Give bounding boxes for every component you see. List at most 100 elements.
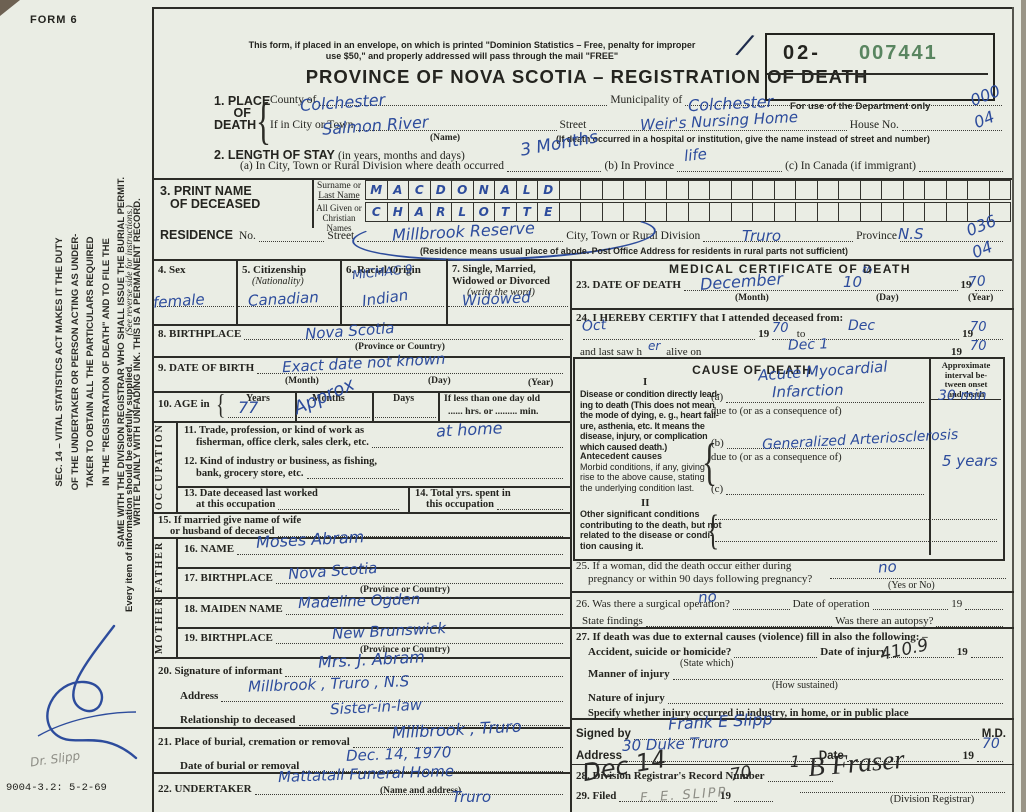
letter-cell — [925, 203, 947, 221]
street-subcaption: (If death occurred in a hospital or inst… — [556, 134, 930, 144]
interval-h2: interval be- — [944, 369, 988, 380]
letter-cell — [818, 181, 839, 199]
surname-cap2: Last Name — [318, 191, 360, 201]
brace: { — [701, 434, 717, 491]
dob-sub-day: (Day) — [428, 376, 451, 386]
residence-label: RESIDENCE — [160, 228, 233, 242]
residence-no-label: No. — [238, 230, 256, 242]
stay-b-label: (b) In Province — [604, 160, 675, 172]
every-item-note: Every item of information should be care… — [124, 363, 135, 612]
letter-cell — [925, 181, 947, 199]
letter-cell — [581, 181, 603, 199]
letter-cell — [968, 181, 990, 199]
age-less-label: If less than one day old — [444, 393, 541, 404]
letter-cell — [796, 181, 818, 199]
letter-cell — [667, 203, 689, 221]
spouse-l2: or husband of deceased — [170, 526, 275, 537]
informant-address-label: Address — [180, 690, 219, 702]
specify-label: Specify whether injury occurred in indus… — [588, 708, 909, 719]
last-saw-label2: alive on — [666, 346, 702, 358]
ant-l3: rise to the above cause, stating — [580, 472, 705, 483]
cause-b-line: (b) — [711, 437, 927, 449]
accident-label: Accident, suicide or homicide? — [588, 646, 732, 658]
place-of-death-label: 1. PLACE OF DEATH — [214, 95, 270, 132]
trade-line2: fisherman, office clerk, sales clerk, et… — [196, 437, 566, 448]
spouse-line2: or husband of deceased — [170, 526, 566, 537]
total-yrs-line2: this occupation — [426, 499, 566, 510]
printed-19: 19 — [962, 328, 974, 340]
letter-cell: A — [409, 203, 431, 221]
ant-l2: Morbid conditions, if any, giving — [580, 461, 705, 472]
residence-line: RESIDENCE No. Street City, Town or Rural… — [160, 228, 1006, 242]
relationship-label: Relationship to deceased — [180, 714, 296, 726]
stay-abc-line: (a) In City, Town or Rural Division wher… — [240, 160, 1006, 172]
letter-cell — [646, 181, 667, 199]
letter-cell: L — [452, 203, 474, 221]
residence-division-label: City, Town or Rural Division — [566, 230, 701, 242]
attended-line: 19 to 19 — [580, 328, 1006, 340]
house-no-label: House No. — [849, 119, 899, 131]
ink-signature-scribble — [37, 624, 138, 760]
other-conditions-description: Other significant conditions contributin… — [580, 509, 721, 551]
total-yrs-l2: this occupation — [426, 499, 494, 510]
given-caption: All Given or Christian Names — [314, 203, 364, 233]
cause-a-value2: Infarction — [771, 380, 844, 402]
operation-label: 26. Was there a surgical operation? — [576, 598, 730, 610]
undertaker-town-value: Truro — [452, 788, 492, 806]
letter-cell — [882, 181, 904, 199]
letter-cell — [904, 181, 925, 199]
other-l4: tion causing it. — [580, 540, 644, 551]
sec1-l2: OF — [233, 106, 251, 120]
print-code: 9004-3.2: 5-2-69 — [6, 782, 107, 794]
operation-line: 26. Was there a surgical operation? Date… — [576, 598, 1006, 610]
citizenship-sub: (Nationality) — [252, 276, 304, 287]
medical-certificate-header: MEDICAL CERTIFICATE OF DEATH — [669, 262, 911, 276]
injury-date-label: Date of injury — [820, 646, 887, 658]
serial-number: 007441 — [859, 42, 938, 64]
letter-cell — [667, 181, 689, 199]
findings-line: State findings Was there an autopsy? — [582, 615, 1006, 627]
filed-label: 29. Filed — [576, 790, 617, 802]
last-worked-line2: at this occupation — [196, 499, 402, 510]
letter-cell — [818, 203, 839, 221]
letter-cell: L — [517, 181, 538, 199]
stay-a-label: (a) In City, Town or Rural Division wher… — [240, 160, 504, 172]
letter-cell: D — [538, 181, 560, 199]
racial-origin-label: 6. Racial Origin — [346, 264, 421, 276]
city-label: If in City or Town — [270, 119, 354, 131]
mail-notice-line2: use $50," and properly addressed will pa… — [325, 51, 619, 61]
certify-label: 24. I HEREBY CERTIFY that I attended dec… — [576, 312, 844, 324]
surname-cap1: Surname or — [316, 181, 362, 191]
letter-cell: M — [366, 181, 388, 199]
letter-cell: A — [388, 181, 409, 199]
sec1-l3: DEATH — [214, 118, 257, 132]
occupation-side-label: OCCUPATION — [154, 423, 165, 510]
attended-from-value: Oct — [581, 317, 607, 335]
signed-address-label: Address — [576, 750, 623, 762]
total-yrs-label: 14. Total yrs. spent in — [415, 488, 511, 499]
print-name-label: 3. PRINT NAME OF DECEASED — [160, 185, 260, 211]
record-number-label: 28. Division Registrar's Record Number — [576, 770, 765, 782]
age-hrs-min: ...... hrs. or ......... min. — [448, 406, 539, 417]
mail-notice-line1: This form, if placed in an envelope, on … — [248, 40, 696, 50]
letter-cell — [839, 203, 861, 221]
county-label: County of — [270, 94, 317, 106]
street-label: Street — [559, 119, 587, 131]
given-cap2: Christian Names — [322, 213, 356, 233]
cause-of-death-box: CAUSE OF DEATH Approximate interval be- … — [573, 357, 1005, 561]
age-days-label: Days — [393, 393, 415, 404]
mother-birthplace-label: 19. BIRTHPLACE — [184, 632, 273, 644]
pregnancy-l1: 25. If a woman, did the death occur eith… — [576, 560, 792, 572]
printed-19: 19 — [758, 328, 770, 340]
burial-place-label: 21. Place of burial, cremation or remova… — [158, 736, 350, 748]
residence-province-value: N.S — [898, 225, 924, 243]
cause-header: CAUSE OF DEATH — [692, 363, 812, 377]
brace: { — [255, 93, 271, 150]
filed-line: 29. Filed 19 — [576, 790, 776, 802]
burial-date-label: Date of burial or removal — [180, 760, 300, 772]
letter-cell — [560, 203, 581, 221]
age-label: 10. AGE in — [158, 398, 210, 410]
instruction-line: OF THE UNDERTAKER OR PERSON ACTING AS UN… — [69, 233, 81, 491]
